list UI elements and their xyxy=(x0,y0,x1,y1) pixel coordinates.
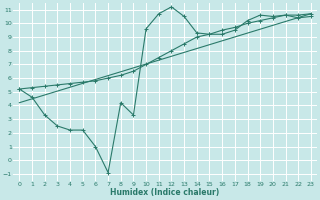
X-axis label: Humidex (Indice chaleur): Humidex (Indice chaleur) xyxy=(110,188,220,197)
